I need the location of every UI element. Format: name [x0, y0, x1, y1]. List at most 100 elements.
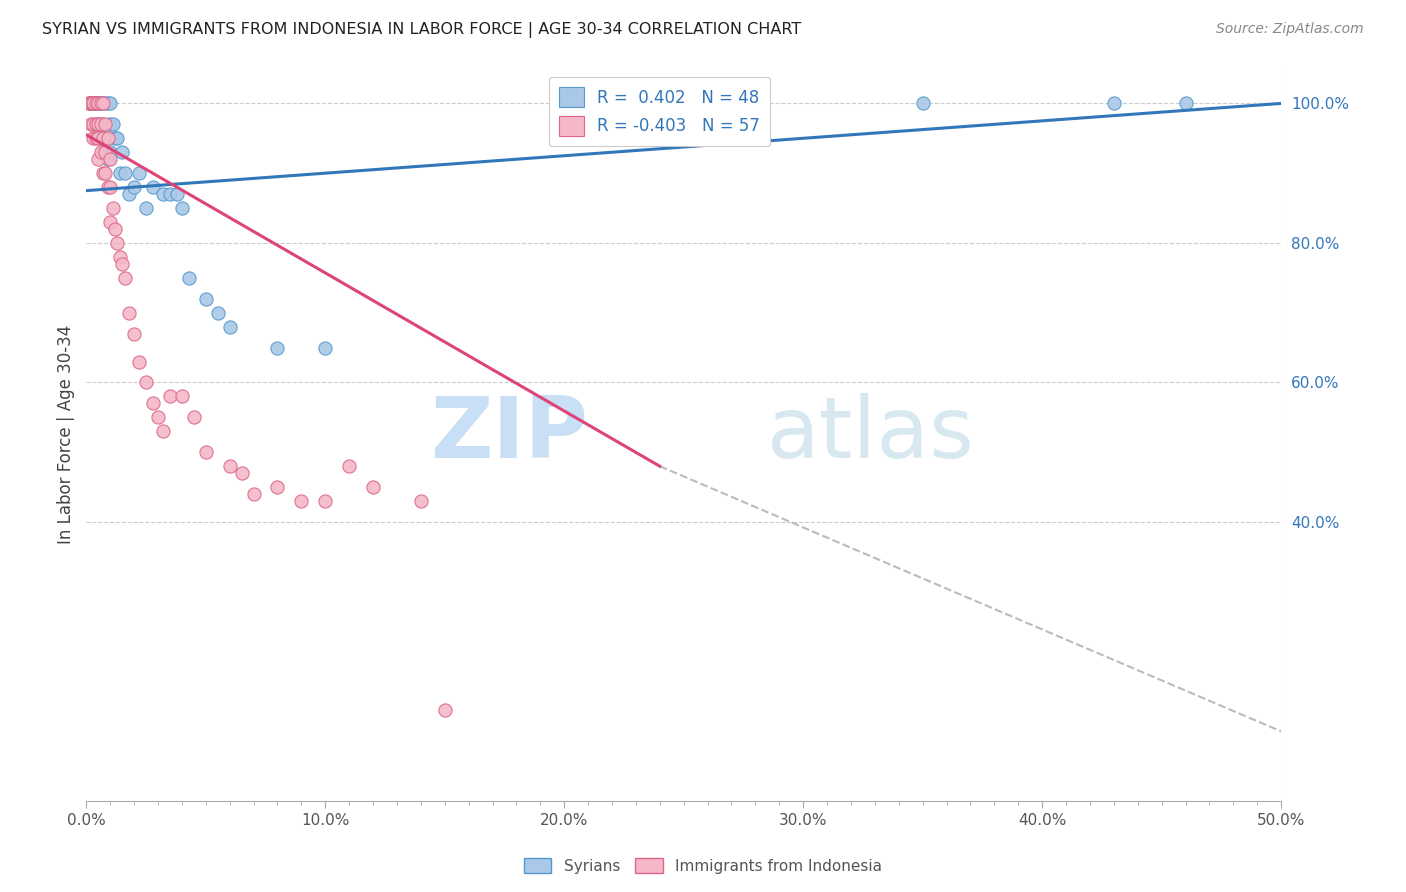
Point [87, 117, 110, 131]
Point [135, 201, 157, 215]
Point [94, 145, 117, 160]
Point [90, 117, 112, 131]
Point [118, 187, 141, 202]
Point [207, 306, 229, 320]
Point [177, 270, 200, 285]
Point [87, 131, 110, 145]
Point [290, 494, 312, 508]
Text: Source: ZipAtlas.com: Source: ZipAtlas.com [1216, 22, 1364, 37]
Point [142, 396, 165, 410]
Point [104, 131, 127, 145]
Point [101, 201, 124, 215]
Point [97, 180, 120, 194]
Point [82, 96, 104, 111]
Point [128, 166, 150, 180]
Point [911, 96, 934, 111]
Point [98, 145, 121, 160]
Point [105, 235, 128, 250]
Point [142, 180, 165, 194]
Y-axis label: In Labor Force | Age 30-34: In Labor Force | Age 30-34 [58, 326, 75, 544]
Point [111, 257, 134, 271]
Point [84, 131, 107, 145]
Point [170, 389, 193, 403]
Point [82, 131, 104, 145]
Point [128, 354, 150, 368]
Point [97, 96, 120, 111]
Point [266, 480, 288, 494]
Point [80, 96, 103, 111]
Point [98, 96, 121, 111]
Point [82, 96, 104, 111]
Point [80, 117, 103, 131]
Legend: Syrians, Immigrants from Indonesia: Syrians, Immigrants from Indonesia [517, 852, 889, 880]
Point [80, 96, 103, 111]
Point [314, 494, 336, 508]
Point [82, 96, 104, 111]
Point [152, 425, 174, 439]
Point [82, 96, 104, 111]
Text: SYRIAN VS IMMIGRANTS FROM INDONESIA IN LABOR FORCE | AGE 30-34 CORRELATION CHART: SYRIAN VS IMMIGRANTS FROM INDONESIA IN L… [42, 22, 801, 38]
Point [84, 96, 107, 111]
Point [90, 145, 112, 160]
Point [337, 459, 360, 474]
Point [77, 96, 100, 111]
Text: atlas: atlas [768, 393, 976, 476]
Point [77, 96, 100, 111]
Point [218, 459, 240, 474]
Text: ZIP: ZIP [430, 393, 588, 476]
Point [159, 389, 181, 403]
Point [98, 117, 121, 131]
Point [97, 131, 120, 145]
Point [135, 376, 157, 390]
Point [231, 466, 253, 480]
Point [91, 131, 114, 145]
Point [314, 341, 336, 355]
Point [97, 153, 120, 167]
Point [84, 96, 107, 111]
Legend: R =  0.402   N = 48, R = -0.403   N = 57: R = 0.402 N = 48, R = -0.403 N = 57 [548, 77, 770, 146]
Point [105, 131, 128, 145]
Point [266, 341, 288, 355]
Point [114, 166, 136, 180]
Point [194, 292, 217, 306]
Point [409, 494, 432, 508]
Point [91, 145, 114, 160]
Point [84, 117, 107, 131]
Point [87, 153, 110, 167]
Point [87, 96, 110, 111]
Point [80, 96, 103, 111]
Point [159, 187, 181, 202]
Point [194, 445, 217, 459]
Point [433, 703, 456, 717]
Point [166, 187, 188, 202]
Point [91, 166, 114, 180]
Point [84, 96, 107, 111]
Point [90, 131, 112, 145]
Point [87, 117, 110, 131]
Point [242, 487, 264, 501]
Point [122, 326, 145, 341]
Point [98, 153, 121, 167]
Point [108, 250, 131, 264]
Point [122, 180, 145, 194]
Point [87, 96, 110, 111]
Point [90, 96, 112, 111]
Point [114, 270, 136, 285]
Point [108, 166, 131, 180]
Point [1174, 96, 1197, 111]
Point [183, 410, 205, 425]
Point [111, 145, 134, 160]
Point [91, 96, 114, 111]
Point [91, 117, 114, 131]
Point [84, 96, 107, 111]
Point [94, 131, 117, 145]
Point [218, 319, 240, 334]
Point [361, 480, 384, 494]
Point [170, 201, 193, 215]
Point [94, 166, 117, 180]
Point [118, 306, 141, 320]
Point [104, 222, 127, 236]
Point [80, 96, 103, 111]
Point [82, 117, 104, 131]
Point [91, 96, 114, 111]
